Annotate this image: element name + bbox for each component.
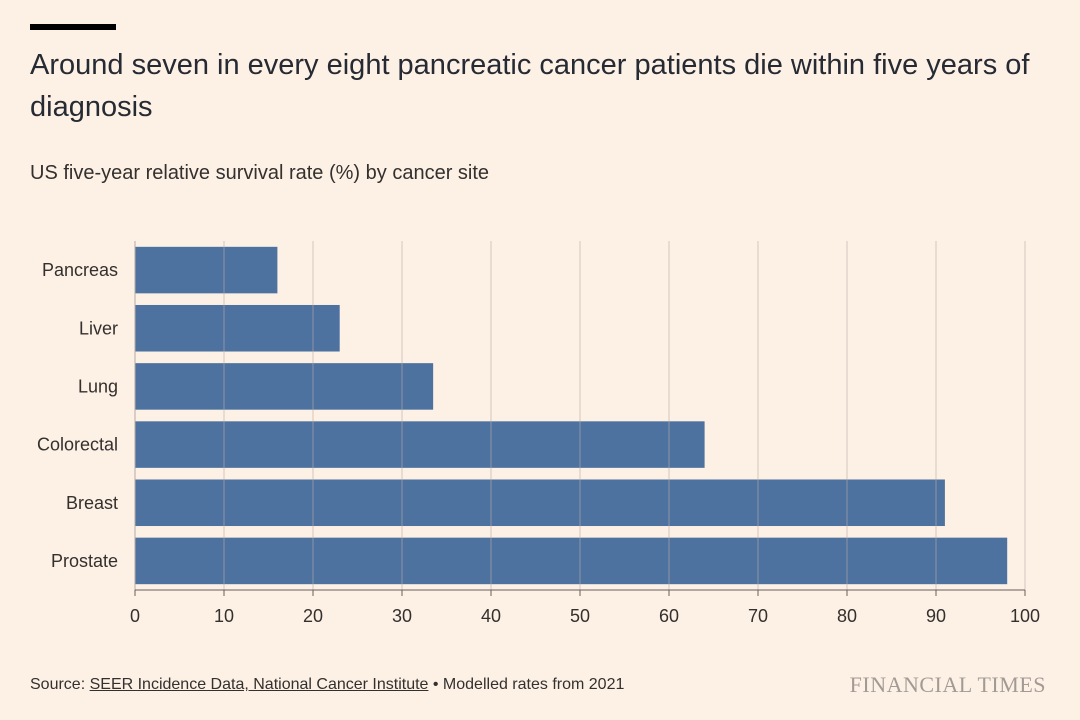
bar-colorectal <box>135 421 705 468</box>
x-tick-label: 100 <box>1010 606 1040 626</box>
bar-pancreas <box>135 246 278 294</box>
source-note: Source: SEER Incidence Data, National Ca… <box>30 676 624 694</box>
bar-liver <box>135 304 340 352</box>
chart-subtitle: US five-year relative survival rate (%) … <box>30 162 490 184</box>
bar-breast <box>135 479 945 527</box>
source-link[interactable]: SEER Incidence Data, National Cancer Ins… <box>89 676 429 693</box>
x-tick-label: 50 <box>570 606 590 626</box>
x-tick-label: 70 <box>748 606 768 626</box>
x-tick-label: 40 <box>481 606 501 626</box>
x-tick-label: 10 <box>214 606 234 626</box>
header-rule <box>30 24 116 30</box>
brand-logo: FINANCIAL TIMES <box>849 672 1046 697</box>
category-label: Prostate <box>51 551 118 571</box>
x-tick-label: 80 <box>837 606 857 626</box>
category-label: Colorectal <box>37 435 118 455</box>
source-prefix: Source: <box>30 676 90 693</box>
x-tick-label: 20 <box>303 606 323 626</box>
x-tick-label: 90 <box>926 606 946 626</box>
chart-title: Around seven in every eight pancreatic c… <box>30 49 1030 123</box>
bar-prostate <box>135 537 1008 585</box>
source-suffix: • Modelled rates from 2021 <box>428 676 625 693</box>
category-label: Liver <box>79 318 118 338</box>
category-label: Lung <box>78 376 118 396</box>
x-tick-label: 30 <box>392 606 412 626</box>
bar-lung <box>135 363 434 410</box>
category-label: Pancreas <box>42 260 118 280</box>
category-label: Breast <box>66 493 118 513</box>
x-tick-label: 60 <box>659 606 679 626</box>
x-tick-label: 0 <box>130 606 140 626</box>
